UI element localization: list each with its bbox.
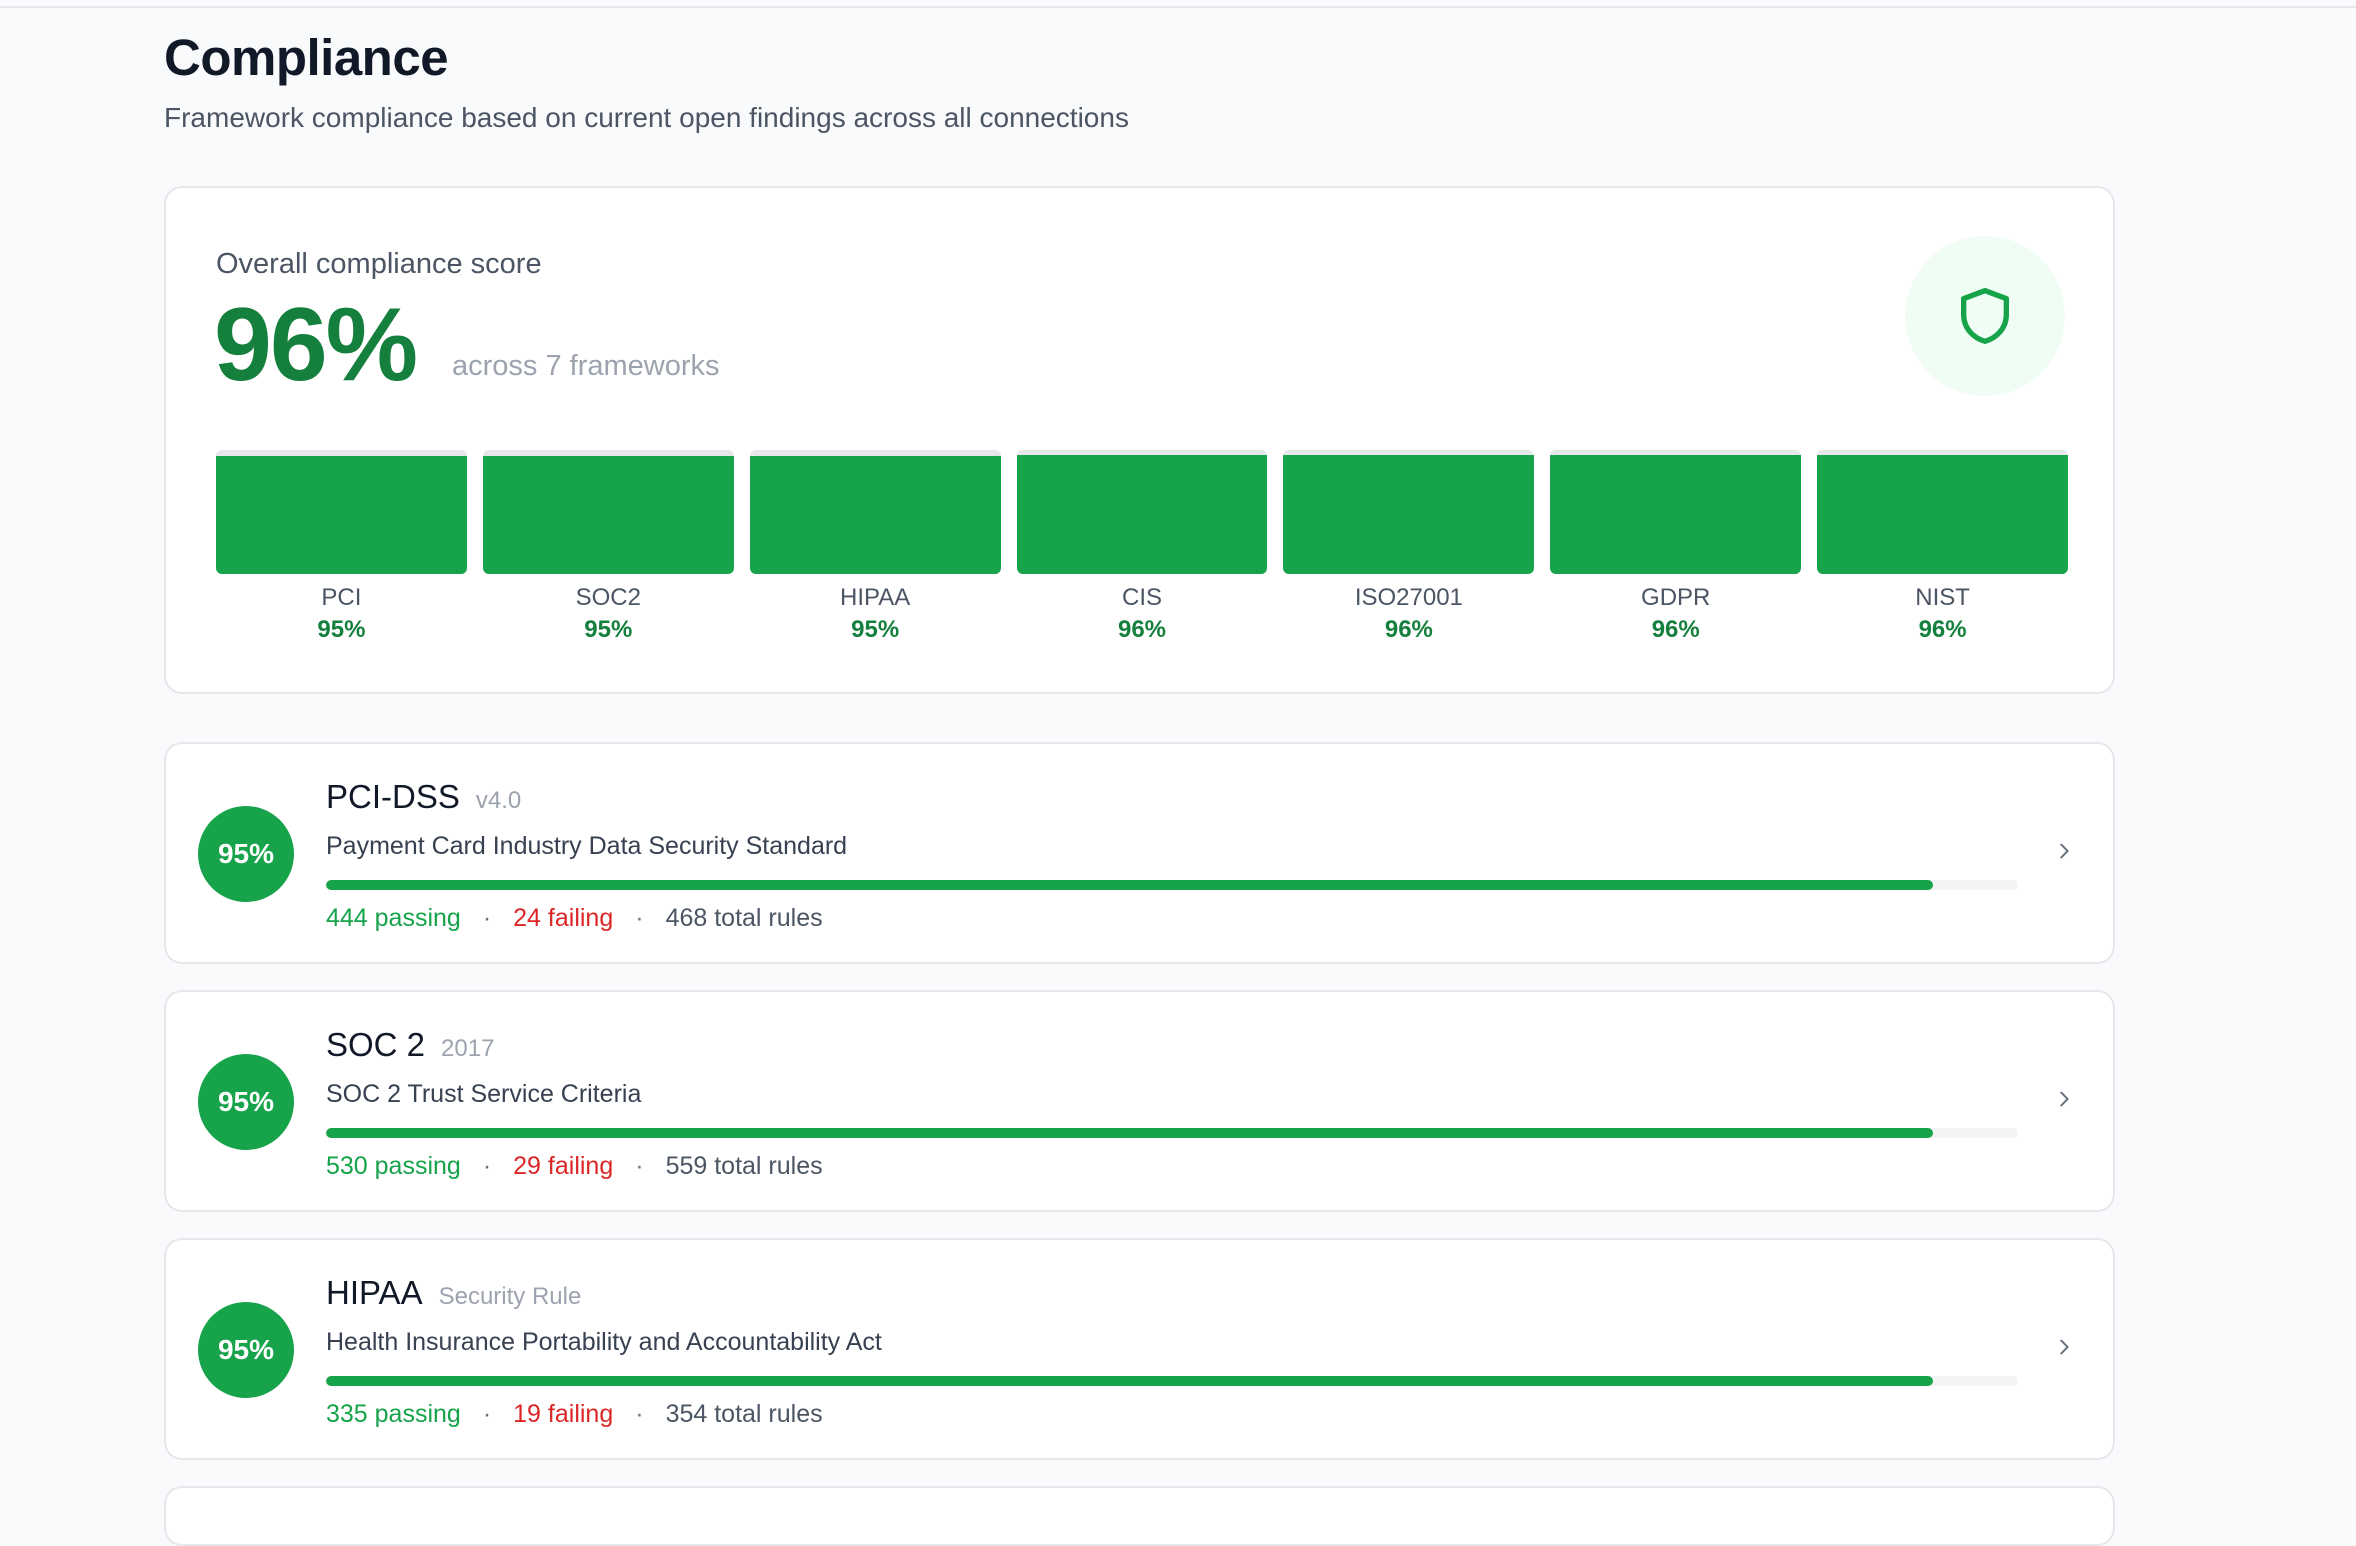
separator: · xyxy=(482,1152,492,1180)
bar-percent: 95% xyxy=(851,616,900,643)
total-rules: 468 total rules xyxy=(665,904,823,932)
framework-version: Security Rule xyxy=(438,1283,582,1310)
bar-fill xyxy=(1550,454,1802,574)
bar-label: NIST xyxy=(1915,584,1970,611)
bar-percent: 96% xyxy=(1384,616,1433,643)
framework-version: v4.0 xyxy=(475,787,522,814)
shield-badge xyxy=(1905,236,2065,396)
overall-score-card: Overall compliance score 96% across 7 fr… xyxy=(164,186,2115,694)
passing-count: 444 passing xyxy=(326,904,461,932)
bar-track xyxy=(749,450,1001,574)
framework-description: Payment Card Industry Data Security Stan… xyxy=(326,832,848,860)
bar-label: PCI xyxy=(321,584,362,611)
failing-count: 29 failing xyxy=(513,1152,614,1180)
bar-fill xyxy=(1283,454,1535,574)
framework-stats: 530 passing · 29 failing · 559 total rul… xyxy=(326,1152,823,1181)
overall-score-label: Overall compliance score xyxy=(216,248,542,280)
bar-label: HIPAA xyxy=(840,584,911,611)
chevron-right-icon[interactable] xyxy=(2049,1332,2079,1362)
bar-track xyxy=(482,450,734,574)
page-subtitle: Framework compliance based on current op… xyxy=(164,102,1129,133)
framework-header: HIPAA Security Rule xyxy=(326,1274,581,1312)
bar-track xyxy=(1550,450,1802,574)
total-rules: 354 total rules xyxy=(665,1400,823,1428)
framework-header: PCI-DSS v4.0 xyxy=(326,778,521,816)
bar-fill xyxy=(482,456,734,574)
framework-card-soc2[interactable]: 95% SOC 2 2017 SOC 2 Trust Service Crite… xyxy=(164,990,2115,1212)
framework-description: Health Insurance Portability and Account… xyxy=(326,1328,882,1356)
bar-label: GDPR xyxy=(1641,584,1711,611)
bar-track xyxy=(1817,450,2069,574)
framework-bar-iso27001[interactable]: ISO27001 96% xyxy=(1283,450,1535,644)
separator: · xyxy=(482,904,492,932)
bar-percent: 96% xyxy=(1918,616,1967,643)
framework-bar-pci[interactable]: PCI 95% xyxy=(216,450,467,644)
separator: · xyxy=(635,1400,644,1428)
framework-progress-fill xyxy=(326,880,1934,890)
separator: · xyxy=(482,1400,492,1428)
shield-icon xyxy=(1961,288,2009,344)
bar-percent: 95% xyxy=(317,616,366,643)
passing-count: 530 passing xyxy=(326,1152,461,1180)
framework-description: SOC 2 Trust Service Criteria xyxy=(326,1080,642,1108)
framework-score-badge: 95% xyxy=(198,1302,294,1398)
framework-progress-fill xyxy=(326,1128,1934,1138)
bar-label: SOC2 xyxy=(575,584,641,611)
framework-bar-soc2[interactable]: SOC2 95% xyxy=(482,450,734,644)
framework-bar-cis[interactable]: CIS 96% xyxy=(1016,450,1268,644)
bar-track xyxy=(216,450,467,574)
framework-progress-fill xyxy=(326,1376,1934,1386)
failing-count: 24 failing xyxy=(513,904,614,932)
overall-score-value: 96% xyxy=(214,287,418,403)
framework-bar-hipaa[interactable]: HIPAA 95% xyxy=(749,450,1001,644)
framework-version: 2017 xyxy=(441,1035,495,1062)
bar-label: CIS xyxy=(1122,584,1163,611)
separator: · xyxy=(635,1152,644,1180)
chevron-right-icon[interactable] xyxy=(2049,836,2079,866)
framework-score-badge: 95% xyxy=(198,806,294,902)
bar-fill xyxy=(1016,454,1268,574)
bar-fill xyxy=(1817,454,2069,574)
framework-score-badge: 95% xyxy=(198,1054,294,1150)
bar-track xyxy=(1016,450,1268,574)
page-title: Compliance xyxy=(164,29,449,86)
bar-fill xyxy=(216,456,467,574)
total-rules: 559 total rules xyxy=(665,1152,823,1180)
framework-name: SOC 2 xyxy=(326,1026,426,1063)
overall-score-subtext: across 7 frameworks xyxy=(452,350,720,382)
framework-header: SOC 2 2017 xyxy=(326,1026,494,1064)
framework-card-hipaa[interactable]: 95% HIPAA Security Rule Health Insurance… xyxy=(164,1238,2115,1460)
top-divider xyxy=(0,6,2356,8)
framework-bar-gdpr[interactable]: GDPR 96% xyxy=(1550,450,1802,644)
framework-name: HIPAA xyxy=(326,1274,423,1311)
framework-bar-nist[interactable]: NIST 96% xyxy=(1817,450,2069,644)
framework-progress-bar xyxy=(326,880,2018,890)
bar-percent: 96% xyxy=(1117,616,1167,643)
bar-label: ISO27001 xyxy=(1354,584,1463,611)
failing-count: 19 failing xyxy=(513,1400,614,1428)
framework-progress-bar xyxy=(326,1376,2018,1386)
framework-progress-bar xyxy=(326,1128,2018,1138)
framework-card-partial[interactable] xyxy=(164,1486,2115,1546)
bar-track xyxy=(1283,450,1535,574)
passing-count: 335 passing xyxy=(326,1400,461,1428)
bar-percent: 95% xyxy=(584,616,633,643)
framework-card-pci-dss[interactable]: 95% PCI-DSS v4.0 Payment Card Industry D… xyxy=(164,742,2115,964)
framework-stats: 335 passing · 19 failing · 354 total rul… xyxy=(326,1400,823,1429)
separator: · xyxy=(635,904,644,932)
bar-percent: 96% xyxy=(1651,616,1700,643)
framework-score-bars: PCI 95% SOC2 95% HIPAA 95% CIS 96% ISO27… xyxy=(216,450,2069,644)
bar-fill xyxy=(749,456,1001,574)
chevron-right-icon[interactable] xyxy=(2049,1084,2079,1114)
framework-name: PCI-DSS xyxy=(326,778,460,815)
framework-stats: 444 passing · 24 failing · 468 total rul… xyxy=(326,904,823,933)
